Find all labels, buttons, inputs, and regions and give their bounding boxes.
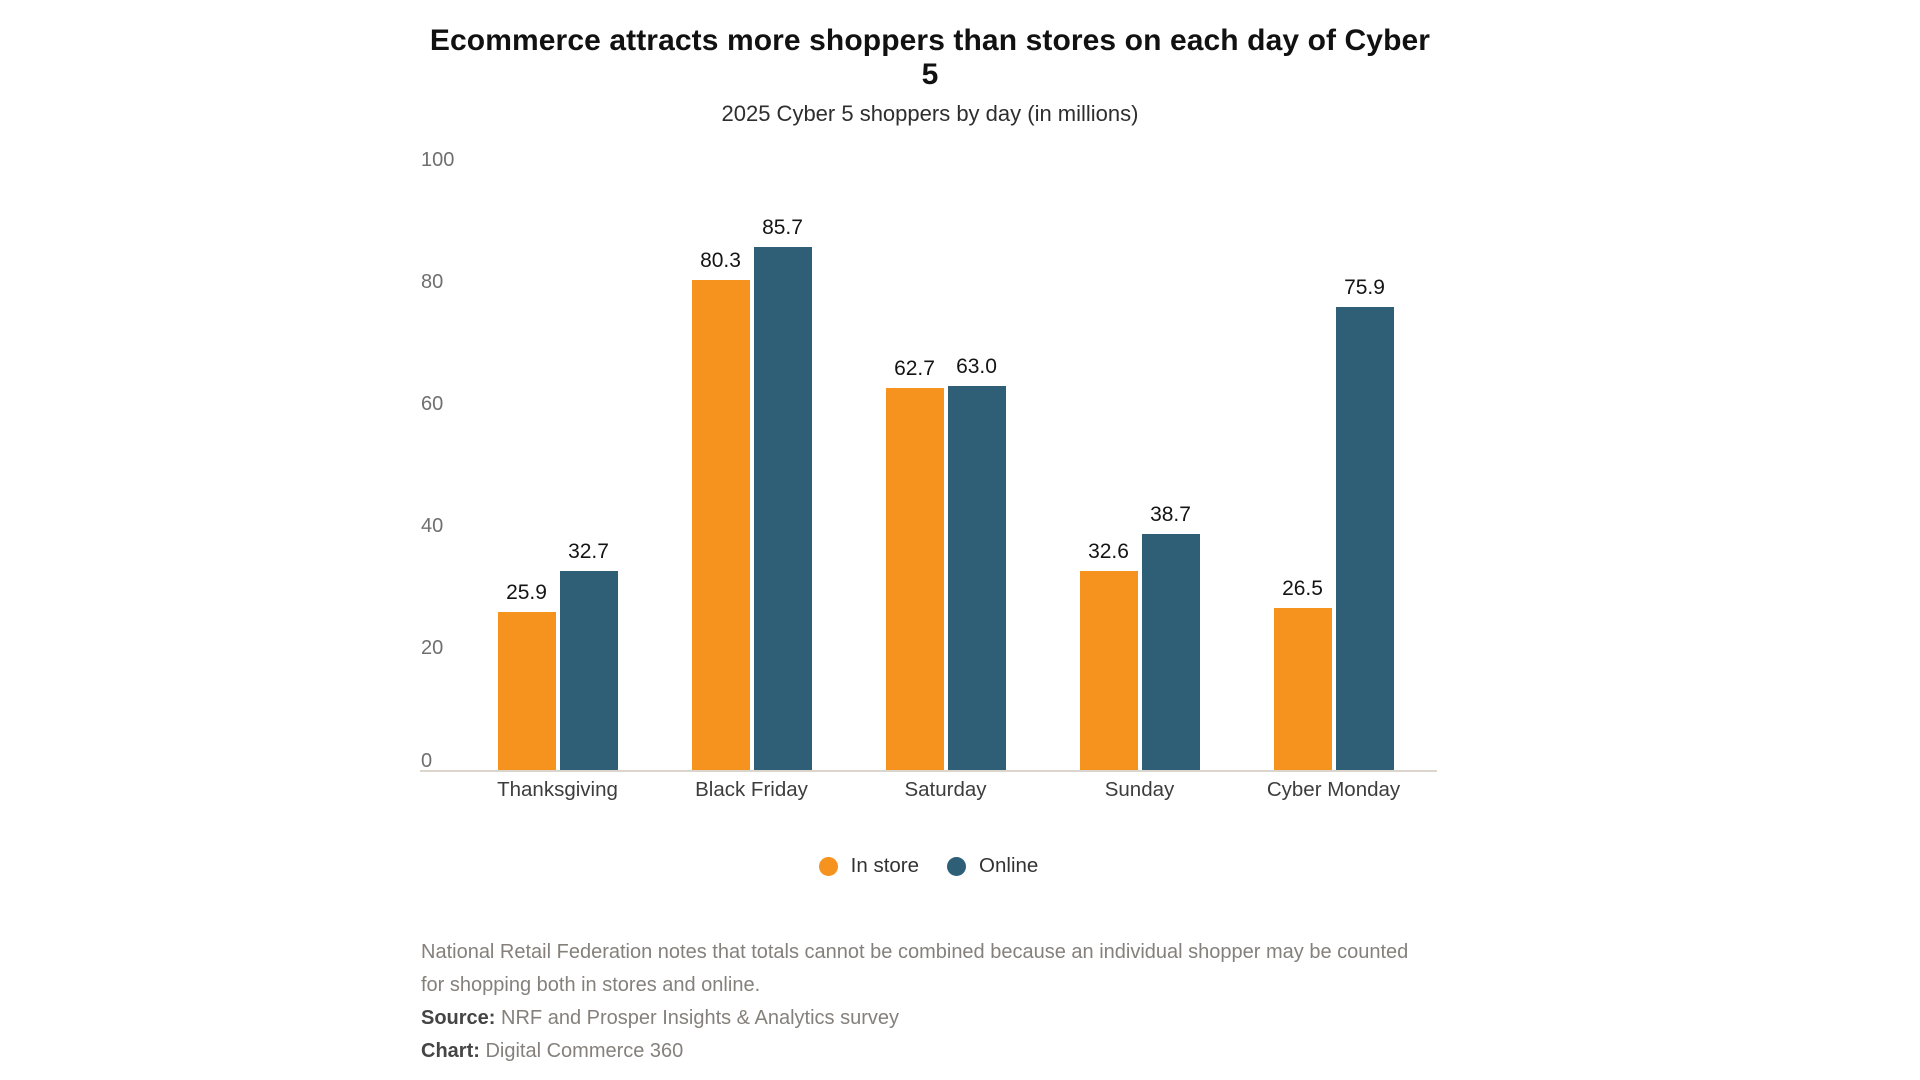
bar-online-thanksgiving: [559, 570, 618, 770]
bar-online-sunday: [1141, 533, 1200, 770]
chart-credit-label: Chart:: [421, 1040, 480, 1062]
bar-in-store-black-friday: [691, 280, 750, 770]
value-label-online-cyber-monday: 75.9: [1344, 276, 1385, 300]
bar-in-store-cyber-monday: [1273, 608, 1332, 770]
value-label-online-thanksgiving: 32.7: [568, 539, 609, 563]
bar-online-black-friday: [753, 247, 812, 770]
chart-subtitle: 2025 Cyber 5 shoppers by day (in million…: [721, 101, 1139, 126]
bar-online-saturday: [947, 385, 1006, 770]
legend-swatch-online: [947, 856, 967, 876]
source-label: Source:: [421, 1007, 496, 1029]
y-tick-label-20: 20: [421, 637, 444, 659]
source-line: Source: NRF and Prosper Insights & Analy…: [421, 1002, 1433, 1035]
chart-credit-line: Chart: Digital Commerce 360: [421, 1035, 1433, 1068]
x-axis-label-thanksgiving: Thanksgiving: [497, 778, 618, 801]
chart-credit-value: Digital Commerce 360: [485, 1040, 684, 1062]
legend-label-in-store: In store: [850, 854, 920, 877]
legend-item-online: Online: [947, 854, 1038, 878]
bar-in-store-sunday: [1079, 571, 1138, 770]
plot-area: 0 20 40 60 80 100 25.9 32.7 80.3 85.7 62.7 63.0 32.6…: [420, 149, 1437, 772]
x-axis-label-cyber-monday: Cyber Monday: [1266, 778, 1401, 801]
legend-item-in-store: In store: [818, 854, 920, 878]
legend-label-online: Online: [979, 854, 1039, 877]
x-axis-labels: Thanksgiving Black Friday Saturday Sunday Cy…: [420, 778, 1437, 804]
bar-online-cyber-monday: [1335, 307, 1394, 770]
value-label-in-store-cyber-monday: 26.5: [1282, 577, 1323, 601]
y-tick-label-0: 0: [421, 750, 433, 772]
chart-title: Ecommerce attracts more shoppers than st…: [429, 24, 1431, 91]
value-label-online-black-friday: 85.7: [762, 216, 803, 240]
value-label-in-store-sunday: 32.6: [1088, 540, 1129, 564]
y-tick-label-80: 80: [421, 271, 444, 293]
value-label-in-store-black-friday: 80.3: [700, 249, 741, 273]
legend-swatch-in-store: [818, 856, 838, 876]
chart-footnotes: National Retail Federation notes that to…: [421, 936, 1433, 1068]
footnote: National Retail Federation notes that to…: [421, 941, 1409, 996]
source-value: NRF and Prosper Insights & Analytics sur…: [501, 1007, 899, 1029]
y-tick-label-60: 60: [421, 393, 444, 415]
bar-in-store-saturday: [885, 387, 944, 770]
x-axis-label-sunday: Sunday: [1104, 778, 1175, 801]
value-label-online-saturday: 63.0: [956, 354, 997, 378]
x-axis-label-black-friday: Black Friday: [695, 778, 808, 801]
x-axis-label-saturday: Saturday: [904, 778, 987, 801]
value-label-in-store-thanksgiving: 25.9: [506, 581, 547, 605]
bar-in-store-thanksgiving: [497, 612, 556, 770]
y-tick-label-40: 40: [421, 515, 444, 537]
legend: In store Online: [420, 852, 1437, 880]
value-label-in-store-saturday: 62.7: [894, 356, 935, 380]
chart-header: Ecommerce attracts more shoppers than st…: [420, 0, 1440, 127]
y-tick-label-100: 100: [421, 149, 455, 171]
value-label-online-sunday: 38.7: [1150, 502, 1191, 526]
